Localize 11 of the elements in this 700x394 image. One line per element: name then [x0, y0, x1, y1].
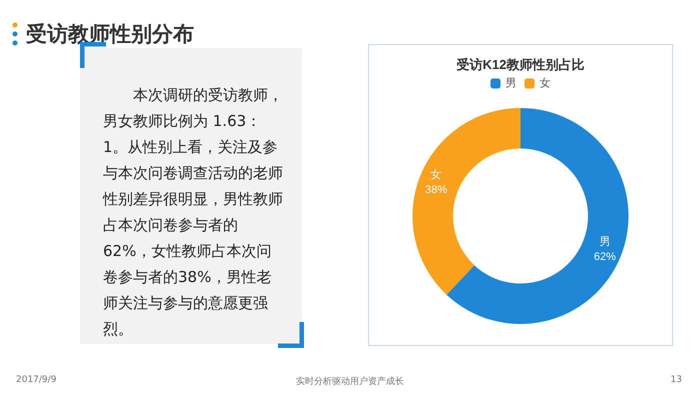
- text: 实时分析驱动用户资产成长: [296, 377, 404, 387]
- text: 13: [670, 375, 682, 385]
- legend-label: 男: [506, 78, 516, 90]
- data-label: 62%: [594, 250, 616, 263]
- slice-label: 女: [430, 169, 442, 182]
- legend-label: 女: [540, 78, 550, 90]
- data-label: 38%: [425, 184, 448, 196]
- text: 2017/9/9: [16, 375, 56, 385]
- slice-label: 男: [599, 236, 610, 248]
- text: 本次调研的受访教师，男女教师比例为 1.63：1。从性别上看，关注及参与本次问卷调查活动的老师性别差异很明显，男性教师占本次问卷参与者的62%，女性教师占本次问卷参与者的38%，男性老师关注与参与的意愿更强烈。: [103, 86, 283, 338]
- chart-title: 受访K12教师性别占比: [456, 57, 584, 72]
